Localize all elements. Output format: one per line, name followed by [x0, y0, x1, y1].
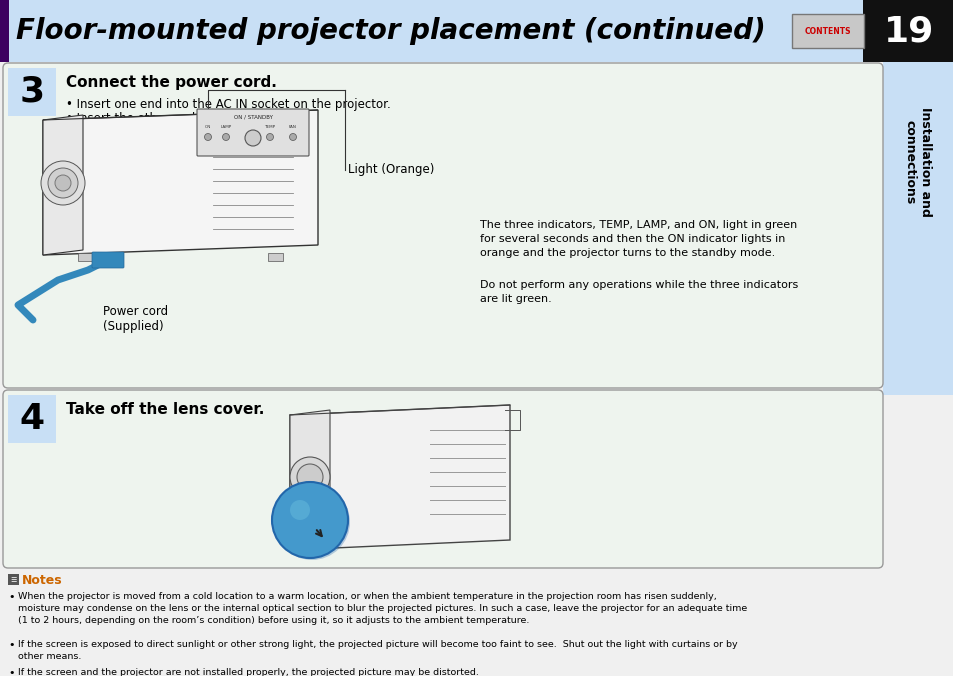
Bar: [268, 253, 283, 261]
Circle shape: [245, 130, 261, 146]
Bar: [8, 395, 56, 443]
Circle shape: [266, 133, 274, 141]
Text: ON: ON: [205, 125, 211, 129]
Circle shape: [289, 133, 296, 141]
Bar: [0, 0, 953, 62]
FancyBboxPatch shape: [3, 63, 882, 388]
Text: 3: 3: [19, 75, 45, 109]
Circle shape: [41, 161, 85, 205]
Polygon shape: [43, 115, 83, 255]
Text: Floor-mounted projector placement (continued): Floor-mounted projector placement (conti…: [16, 17, 765, 45]
Text: 4: 4: [19, 402, 45, 436]
Text: The three indicators, TEMP, LAMP, and ON, light in green
for several seconds and: The three indicators, TEMP, LAMP, and ON…: [479, 220, 797, 258]
Circle shape: [290, 500, 310, 520]
FancyBboxPatch shape: [196, 109, 309, 156]
Text: Power cord
(Supplied): Power cord (Supplied): [103, 305, 168, 333]
Bar: [882, 62, 953, 395]
Text: Installation and
connections: Installation and connections: [903, 107, 931, 217]
Polygon shape: [43, 110, 317, 255]
Text: Take off the lens cover.: Take off the lens cover.: [66, 402, 264, 418]
Bar: [8, 68, 56, 116]
Text: Notes: Notes: [22, 573, 63, 587]
Text: If the screen is exposed to direct sunlight or other strong light, the projected: If the screen is exposed to direct sunli…: [18, 640, 737, 661]
Circle shape: [222, 133, 230, 141]
Text: •: •: [8, 640, 14, 650]
Text: LAMP: LAMP: [220, 125, 232, 129]
Polygon shape: [43, 110, 317, 120]
Circle shape: [274, 484, 350, 560]
Text: If the screen and the projector are not installed properly, the projected pictur: If the screen and the projector are not …: [18, 668, 478, 676]
Text: ON / STANDBY: ON / STANDBY: [233, 114, 273, 120]
Text: Light (Orange): Light (Orange): [348, 164, 434, 176]
Circle shape: [272, 482, 348, 558]
Bar: [8, 574, 19, 585]
Text: Do not perform any operations while the three indicators
are lit green.: Do not perform any operations while the …: [479, 280, 798, 304]
Text: When the projector is moved from a cold location to a warm location, or when the: When the projector is moved from a cold …: [18, 592, 746, 625]
Polygon shape: [290, 410, 330, 550]
Text: FAN: FAN: [289, 125, 296, 129]
Circle shape: [290, 457, 330, 497]
Text: •: •: [8, 668, 14, 676]
Circle shape: [55, 175, 71, 191]
Text: •: •: [8, 592, 14, 602]
Text: 19: 19: [882, 14, 933, 48]
Text: Connect the power cord.: Connect the power cord.: [66, 76, 276, 91]
Bar: [0, 0, 9, 62]
Bar: [862, 0, 953, 62]
Circle shape: [296, 464, 323, 490]
FancyBboxPatch shape: [3, 390, 882, 568]
Text: ☰: ☰: [10, 577, 16, 583]
Bar: [78, 253, 92, 261]
Text: • Insert the other end into a wall outlet.: • Insert the other end into a wall outle…: [66, 112, 302, 125]
Text: TEMP: TEMP: [264, 125, 275, 129]
Polygon shape: [290, 405, 510, 550]
Text: CONTENTS: CONTENTS: [804, 26, 850, 36]
FancyBboxPatch shape: [91, 252, 124, 268]
Text: • Insert one end into the AC IN socket on the projector.: • Insert one end into the AC IN socket o…: [66, 98, 391, 111]
Circle shape: [204, 133, 212, 141]
Circle shape: [48, 168, 78, 198]
FancyBboxPatch shape: [791, 14, 863, 48]
